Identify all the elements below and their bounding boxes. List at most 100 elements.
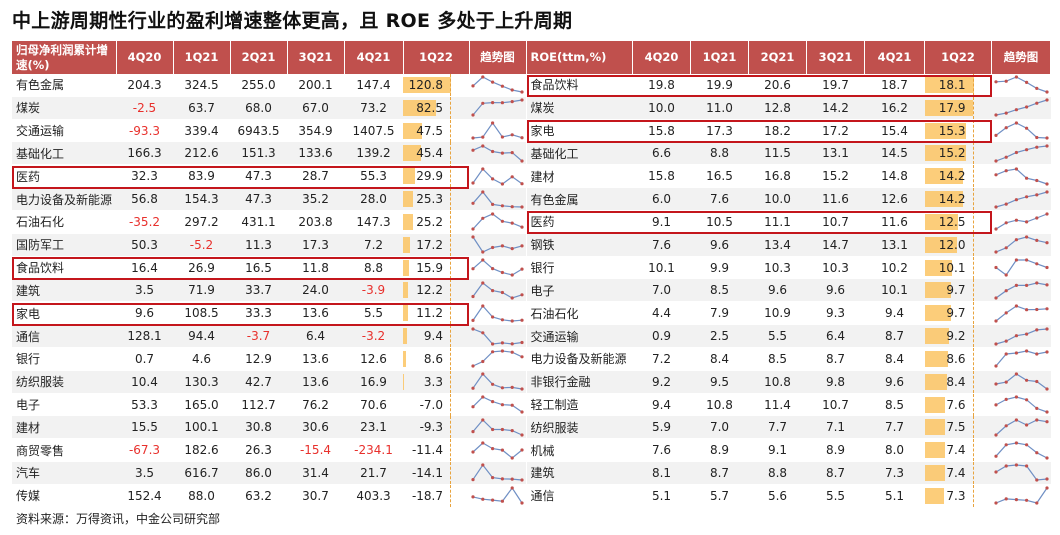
trend-cell [469, 484, 526, 508]
value-cell: 5.7 [690, 484, 749, 508]
value-cell: 9.2 [632, 370, 691, 394]
value-cell: 108.5 [173, 301, 230, 326]
trend-sparkline [471, 326, 524, 346]
reference-line [450, 256, 451, 279]
reference-line [450, 393, 451, 416]
header-period: 4Q21 [864, 41, 925, 74]
latest-value-cell: 47.5 [403, 119, 469, 143]
value-cell: 26.9 [173, 256, 230, 280]
value-cell: 5.9 [632, 415, 691, 440]
value-cell: 151.3 [230, 141, 287, 166]
industry-name: 有色金属 [526, 187, 633, 211]
value-bar [924, 213, 959, 230]
trend-point [1044, 306, 1049, 311]
trend-point [1024, 258, 1028, 262]
value-cell: 339.4 [173, 119, 230, 143]
trend-point [1044, 456, 1049, 460]
value-cell: 9.6 [806, 278, 865, 303]
trend-cell [991, 96, 1051, 120]
value-cell: 0.9 [632, 324, 691, 348]
reference-line [450, 416, 451, 439]
trend-point [1004, 288, 1008, 293]
value-cell: 13.6 [287, 347, 344, 371]
value-cell: -67.3 [116, 438, 173, 463]
trend-point [1014, 238, 1018, 242]
trend-point [1034, 352, 1038, 356]
value-cell: 8.5 [864, 393, 925, 417]
trend-cell [469, 278, 526, 303]
value-bar [924, 145, 966, 162]
industry-name: 电子 [526, 278, 633, 303]
trend-point [1014, 75, 1018, 80]
value-cell: 403.3 [344, 484, 403, 508]
trend-point [471, 201, 475, 205]
latest-value: 29.9 [416, 169, 443, 184]
trend-point [500, 290, 504, 294]
trend-point [1004, 310, 1008, 315]
trend-point [520, 159, 524, 163]
trend-sparkline [471, 121, 524, 140]
trend-point [1004, 464, 1008, 469]
trend-point [520, 501, 524, 505]
latest-value-cell: 9.7 [924, 301, 992, 326]
value-cell: 24.0 [287, 278, 344, 303]
latest-value: 8.6 [946, 351, 966, 366]
trend-point [1014, 351, 1018, 355]
latest-value: 7.5 [946, 420, 966, 435]
value-cell: -234.1 [344, 438, 403, 463]
latest-value: 7.4 [946, 465, 966, 480]
trend-cell [469, 187, 526, 211]
trend-sparkline [993, 326, 1049, 346]
value-cell: 16.5 [230, 256, 287, 280]
table-row: 煤炭 -2.5 63.7 68.0 67.0 73.2 82.5 [12, 96, 526, 120]
industry-name: 传媒 [12, 484, 116, 508]
latest-value-cell: 25.2 [403, 210, 469, 234]
trend-point [1034, 192, 1038, 197]
latest-value-cell: 14.2 [924, 187, 992, 211]
trend-point [1044, 241, 1049, 245]
reference-line [972, 347, 974, 370]
trend-point [1024, 378, 1028, 383]
reference-line [450, 484, 451, 507]
trend-cell [469, 438, 526, 463]
trend-point [481, 167, 485, 171]
value-cell: 26.3 [230, 438, 287, 463]
trend-point [471, 478, 475, 482]
latest-value-cell: 7.3 [924, 484, 992, 508]
trend-cell [469, 210, 526, 234]
value-cell: 9.6 [864, 370, 925, 394]
value-cell: 56.8 [116, 187, 173, 211]
trend-point [500, 340, 504, 345]
value-cell: 17.2 [806, 119, 865, 143]
value-cell: 30.7 [287, 484, 344, 508]
value-bar [924, 465, 945, 482]
header-period: 2Q21 [230, 41, 288, 74]
trend-line [472, 487, 523, 504]
trend-point [481, 101, 485, 106]
value-cell: 212.6 [173, 141, 230, 166]
value-cell: 8.8 [344, 256, 403, 280]
trend-point [471, 495, 475, 499]
value-cell: 100.1 [173, 415, 230, 440]
trend-point [520, 267, 524, 271]
trend-point [491, 446, 495, 450]
table-row: 纺织服装 5.9 7.0 7.7 7.1 7.7 7.5 [526, 415, 1051, 440]
trend-line [995, 373, 1047, 390]
industry-name: 非银行金融 [526, 370, 633, 394]
trend-line [472, 259, 523, 276]
value-cell: 11.5 [748, 141, 807, 166]
table-row: 通信 128.1 94.4 -3.7 6.4 -3.2 9.4 [12, 324, 526, 348]
trend-point [1024, 442, 1028, 447]
header-period: 1Q21 [173, 41, 231, 74]
trend-line [995, 464, 1047, 482]
trend-point [471, 326, 475, 331]
value-cell: 68.0 [230, 96, 287, 120]
value-bar [403, 191, 414, 208]
table-row: 机械 7.6 8.9 9.1 8.9 8.0 7.4 [526, 438, 1051, 463]
table-row: 食品饮料 16.4 26.9 16.5 11.8 8.8 15.9 [12, 256, 526, 280]
trend-point [993, 296, 998, 300]
value-cell: 431.1 [230, 210, 287, 234]
reference-line [450, 210, 451, 233]
trend-point [1024, 220, 1028, 224]
value-cell: 6.4 [806, 324, 865, 348]
